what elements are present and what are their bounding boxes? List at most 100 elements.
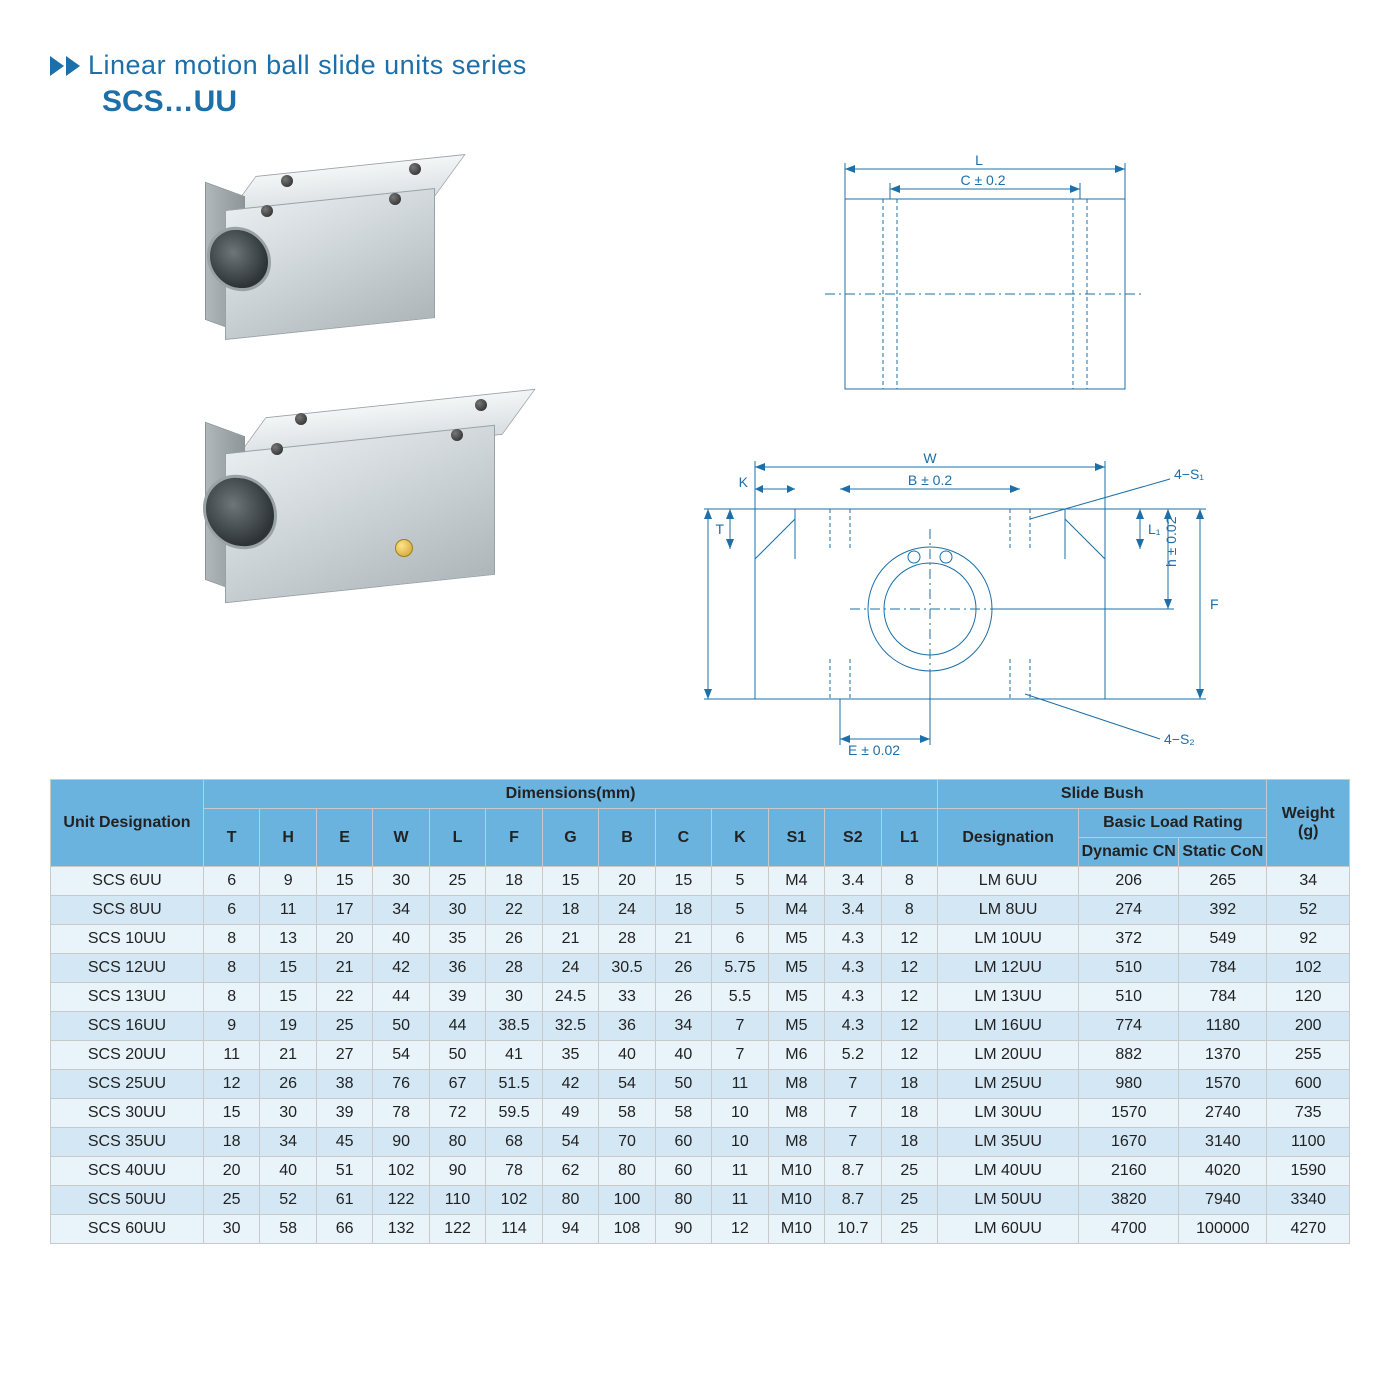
cell: 18 [881,1070,937,1099]
cell: 61 [316,1186,372,1215]
cell: 21 [260,1041,316,1070]
cell: 28 [599,925,655,954]
cell: 1100 [1267,1128,1350,1157]
cell: 5.75 [712,954,768,983]
cell: 34 [373,896,429,925]
cell: 40 [373,925,429,954]
cell: LM 30UU [938,1099,1079,1128]
cell: 13 [260,925,316,954]
cell: 44 [373,983,429,1012]
cell: 26 [655,954,711,983]
cell: 4.3 [825,925,881,954]
cell: 100000 [1179,1215,1267,1244]
cell: LM 12UU [938,954,1079,983]
cell: 52 [260,1186,316,1215]
cell: 34 [655,1012,711,1041]
cell: 51.5 [486,1070,542,1099]
table-row: SCS 30UU153039787259.549585810M8718LM 30… [51,1099,1350,1128]
cell: 66 [316,1215,372,1244]
cell: M6 [768,1041,824,1070]
cell: SCS 60UU [51,1215,204,1244]
cell: M5 [768,954,824,983]
cell: 882 [1079,1041,1179,1070]
cell: 4.3 [825,954,881,983]
triangle-right-icon [50,56,64,76]
cell: 3340 [1267,1186,1350,1215]
table-row: SCS 13UU8152244393024.533265.5M54.312LM … [51,983,1350,1012]
cell: 1570 [1079,1099,1179,1128]
cell: 600 [1267,1070,1350,1099]
cell: 17 [316,896,372,925]
cell: 25 [881,1186,937,1215]
cell: 12 [881,925,937,954]
cell: 12 [881,954,937,983]
cell: 549 [1179,925,1267,954]
cell: 25 [429,867,485,896]
cell: LM 10UU [938,925,1079,954]
cell: 18 [203,1128,259,1157]
cell: 10 [712,1128,768,1157]
cell: 67 [429,1070,485,1099]
table-row: SCS 8UU611173430221824185M43.48LM 8UU274… [51,896,1350,925]
drawing-front-view: W B ± 0.2 K 4−S₁ T [700,439,1260,759]
col-header: Basic Load Rating [1079,809,1267,838]
cell: 38 [316,1070,372,1099]
col-header: C [655,809,711,867]
cell: LM 40UU [938,1157,1079,1186]
cell: 22 [316,983,372,1012]
cell: 102 [486,1186,542,1215]
cell: 50 [429,1041,485,1070]
cell: 4.3 [825,983,881,1012]
cell: 51 [316,1157,372,1186]
table-row: SCS 16UU91925504438.532.536347M54.312LM … [51,1012,1350,1041]
cell: 110 [429,1186,485,1215]
cell: 34 [260,1128,316,1157]
cell: 100 [599,1186,655,1215]
cell: 784 [1179,983,1267,1012]
col-header: Unit Designation [51,780,204,867]
col-header: Static CoN [1179,838,1267,867]
cell: 510 [1079,983,1179,1012]
cell: 10.7 [825,1215,881,1244]
cell: 94 [542,1215,598,1244]
cell: 18 [542,896,598,925]
cell: 7 [712,1012,768,1041]
cell: 58 [599,1099,655,1128]
cell: 50 [373,1012,429,1041]
cell: 3140 [1179,1128,1267,1157]
cell: 18 [486,867,542,896]
cell: M5 [768,925,824,954]
col-header: T [203,809,259,867]
cell: LM 25UU [938,1070,1079,1099]
col-header: Designation [938,809,1079,867]
cell: M4 [768,867,824,896]
dim-label-S2: 4−S₂ [1164,731,1195,747]
cell: 11 [712,1186,768,1215]
cell: 80 [542,1186,598,1215]
cell: 54 [542,1128,598,1157]
cell: 60 [655,1157,711,1186]
cell: 20 [203,1157,259,1186]
series-code: SCS…UU [102,85,1350,119]
dim-label-C: C ± 0.2 [960,172,1005,188]
cell: 33 [599,983,655,1012]
cell: 30 [429,896,485,925]
dim-label-E: E ± 0.02 [848,742,900,758]
cell: 784 [1179,954,1267,983]
cell: 40 [260,1157,316,1186]
cell: LM 50UU [938,1186,1079,1215]
cell: 39 [429,983,485,1012]
cell: 25 [881,1157,937,1186]
cell: 50 [655,1070,711,1099]
cell: 30 [260,1099,316,1128]
col-header: W [373,809,429,867]
cell: 3.4 [825,867,881,896]
cell: 25 [203,1186,259,1215]
table-body: SCS 6UU69153025181520155M43.48LM 6UU2062… [51,867,1350,1244]
cell: 265 [1179,867,1267,896]
cell: 90 [429,1157,485,1186]
cell: 122 [373,1186,429,1215]
cell: M5 [768,983,824,1012]
cell: 7 [825,1099,881,1128]
cell: 1590 [1267,1157,1350,1186]
